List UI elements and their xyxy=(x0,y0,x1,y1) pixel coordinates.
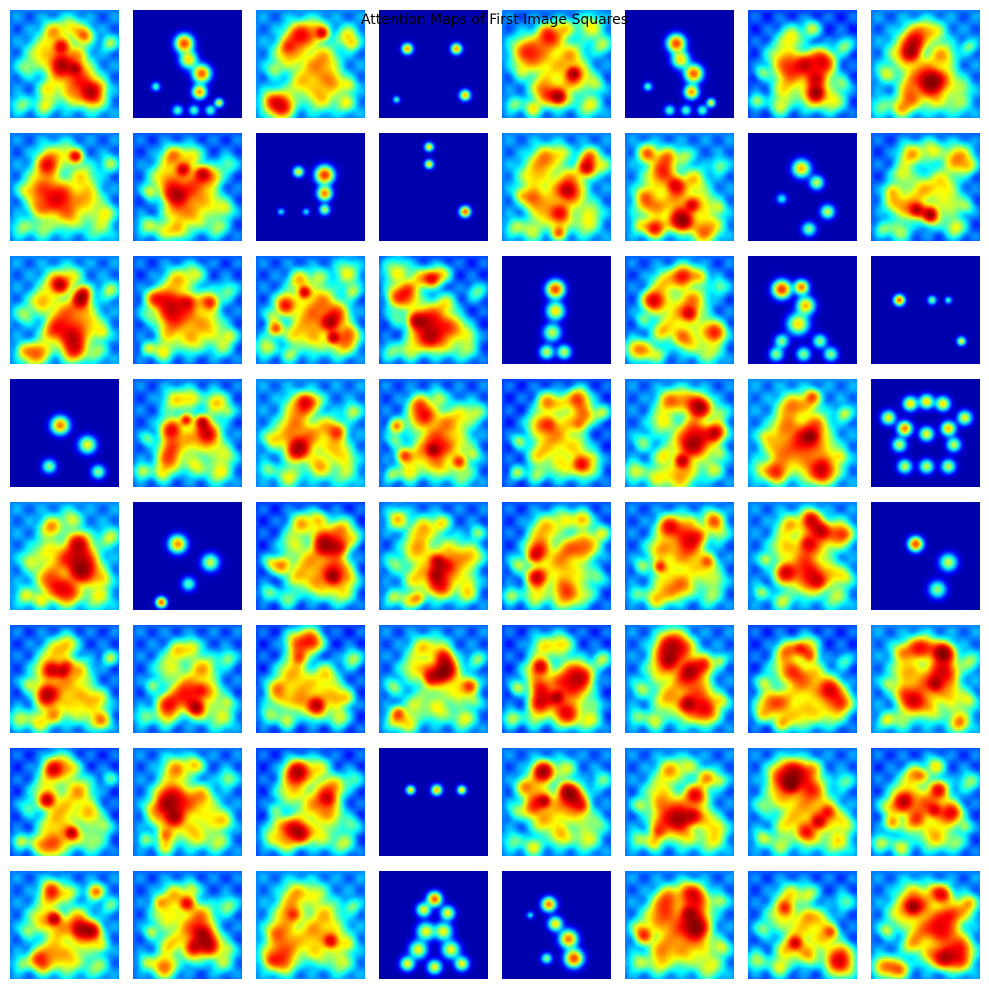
attention-map-r5-c5 xyxy=(502,502,611,610)
attention-map-r7-c2 xyxy=(133,748,242,856)
attention-map-r2-c7 xyxy=(748,133,857,241)
attention-map-r8-c1 xyxy=(10,871,119,979)
attention-map-r3-c3 xyxy=(256,256,365,364)
attention-map-r3-c4 xyxy=(379,256,488,364)
attention-map-r2-c8 xyxy=(871,133,980,241)
attention-map-r7-c5 xyxy=(502,748,611,856)
attention-map-r8-c2 xyxy=(133,871,242,979)
attention-map-r6-c1 xyxy=(10,625,119,733)
attention-map-r1-c3 xyxy=(256,10,365,118)
attention-map-r6-c5 xyxy=(502,625,611,733)
attention-map-r7-c3 xyxy=(256,748,365,856)
figure-title: Attention Maps of First Image Squares xyxy=(360,12,629,28)
attention-map-r1-c5 xyxy=(502,10,611,118)
attention-map-r1-c7 xyxy=(748,10,857,118)
attention-map-r2-c5 xyxy=(502,133,611,241)
attention-map-r1-c1 xyxy=(10,10,119,118)
attention-map-r8-c7 xyxy=(748,871,857,979)
attention-map-r6-c3 xyxy=(256,625,365,733)
attention-map-r4-c4 xyxy=(379,379,488,487)
attention-map-r3-c2 xyxy=(133,256,242,364)
attention-map-r4-c8 xyxy=(871,379,980,487)
attention-map-r3-c8 xyxy=(871,256,980,364)
attention-map-r7-c8 xyxy=(871,748,980,856)
attention-map-r1-c6 xyxy=(625,10,734,118)
attention-map-r7-c1 xyxy=(10,748,119,856)
attention-map-r2-c3 xyxy=(256,133,365,241)
attention-map-r2-c1 xyxy=(10,133,119,241)
attention-map-r6-c8 xyxy=(871,625,980,733)
attention-map-r6-c2 xyxy=(133,625,242,733)
attention-map-r2-c4 xyxy=(379,133,488,241)
attention-map-r4-c3 xyxy=(256,379,365,487)
attention-map-r3-c6 xyxy=(625,256,734,364)
attention-map-r5-c1 xyxy=(10,502,119,610)
attention-map-r7-c7 xyxy=(748,748,857,856)
attention-map-r6-c6 xyxy=(625,625,734,733)
attention-map-r2-c2 xyxy=(133,133,242,241)
attention-map-r1-c2 xyxy=(133,10,242,118)
attention-map-r4-c1 xyxy=(10,379,119,487)
attention-map-r6-c4 xyxy=(379,625,488,733)
attention-map-r1-c4 xyxy=(379,10,488,118)
attention-map-r5-c6 xyxy=(625,502,734,610)
attention-map-r4-c7 xyxy=(748,379,857,487)
attention-map-r4-c6 xyxy=(625,379,734,487)
attention-map-r8-c5 xyxy=(502,871,611,979)
attention-map-r5-c4 xyxy=(379,502,488,610)
attention-map-r4-c2 xyxy=(133,379,242,487)
attention-map-r3-c5 xyxy=(502,256,611,364)
attention-map-r1-c8 xyxy=(871,10,980,118)
attention-map-r5-c8 xyxy=(871,502,980,610)
attention-map-r8-c8 xyxy=(871,871,980,979)
attention-map-r7-c4 xyxy=(379,748,488,856)
attention-map-r4-c5 xyxy=(502,379,611,487)
attention-map-r6-c7 xyxy=(748,625,857,733)
attention-map-r3-c1 xyxy=(10,256,119,364)
attention-map-r5-c2 xyxy=(133,502,242,610)
attention-map-r8-c6 xyxy=(625,871,734,979)
attention-map-r7-c6 xyxy=(625,748,734,856)
attention-map-r5-c7 xyxy=(748,502,857,610)
attention-map-r3-c7 xyxy=(748,256,857,364)
attention-map-r8-c3 xyxy=(256,871,365,979)
attention-map-r5-c3 xyxy=(256,502,365,610)
attention-map-r2-c6 xyxy=(625,133,734,241)
attention-map-r8-c4 xyxy=(379,871,488,979)
